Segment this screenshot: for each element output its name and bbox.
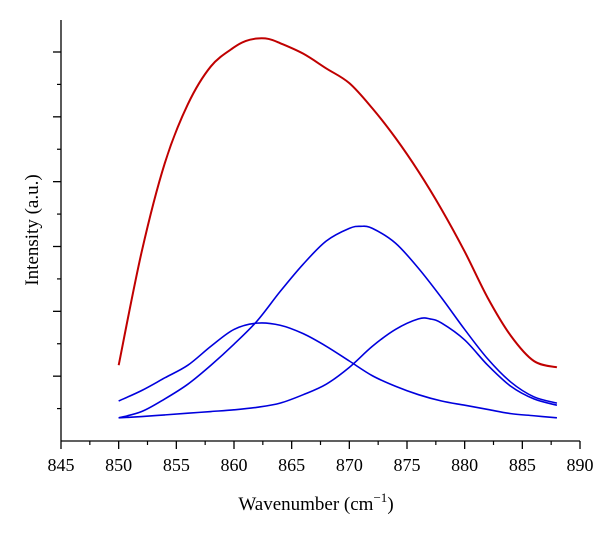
series-line-total — [117, 37, 558, 369]
series-line-component-3 — [118, 317, 558, 419]
axes: 845 850 855 860 865 870 875 880 885 890 — [48, 20, 594, 475]
x-tick-label: 865 — [278, 455, 305, 475]
y-axis-title: Intensity (a.u.) — [22, 174, 43, 285]
x-tick-label: 855 — [163, 455, 190, 475]
x-tick-label: 875 — [394, 455, 421, 475]
x-tick-label: 870 — [336, 455, 363, 475]
x-tick-label: 860 — [221, 455, 248, 475]
x-tick-label: 885 — [509, 455, 536, 475]
x-tick-label: 845 — [48, 455, 75, 475]
series-line-component-1 — [118, 322, 558, 419]
series-line-component-2 — [118, 225, 558, 419]
x-tick-label: 890 — [567, 455, 594, 475]
x-tick-label: 850 — [105, 455, 132, 475]
x-axis-title: Wavenumber (cm−1) — [238, 490, 393, 515]
x-tick-label: 880 — [451, 455, 478, 475]
series-layer — [117, 37, 558, 419]
x-axis-title-superscript: −1 — [373, 490, 387, 505]
